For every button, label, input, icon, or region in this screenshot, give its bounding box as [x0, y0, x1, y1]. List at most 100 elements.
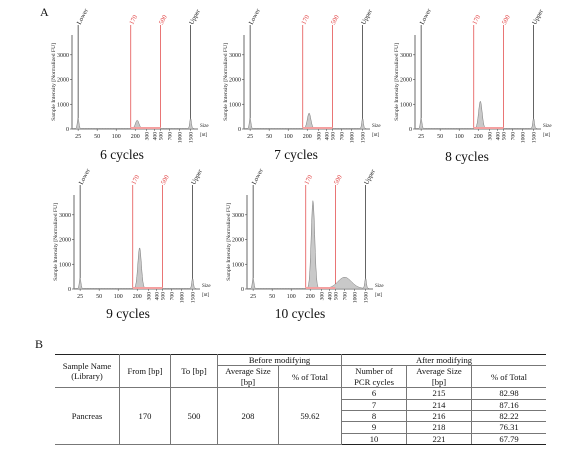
- marker-label: 500: [501, 14, 512, 26]
- table-header-row-1: Sample Name (Library) From [bp] To [bp] …: [55, 353, 546, 389]
- x-tick-label: 50: [96, 294, 102, 300]
- y-axis-label: Sample Intensity [Normalized FU]: [394, 43, 400, 121]
- x-tick-label: 1000: [520, 132, 526, 143]
- caption-8-cycles: 8 cycles: [445, 149, 489, 164]
- x-tick-label: 25: [75, 134, 81, 140]
- marker-label: Lower: [419, 7, 434, 26]
- x-unit-nt: [nt]: [200, 133, 208, 138]
- x-tick-label: 700: [170, 292, 176, 301]
- x-tick-label: 700: [511, 132, 517, 141]
- x-tick-label: 300: [144, 132, 150, 141]
- x-tick-label: 25: [418, 134, 424, 140]
- y-tick-label: 0: [66, 127, 69, 133]
- trace-area: [414, 100, 538, 130]
- x-tick-label: 100: [455, 134, 464, 140]
- x-unit-size: Size: [375, 284, 384, 289]
- x-tick-label: 200: [133, 294, 142, 300]
- x-tick-label: 50: [269, 294, 275, 300]
- marker-label: Lower: [76, 7, 91, 26]
- y-tick-label: 3000: [59, 213, 71, 219]
- header-pcr-line1: Number of: [355, 366, 393, 377]
- x-tick-label: 700: [340, 132, 346, 141]
- x-tick-label: 500: [501, 132, 507, 141]
- y-tick-label: 3000: [400, 53, 412, 59]
- y-tick-label: 2000: [59, 238, 71, 244]
- y-axis-label: Sample Intensity [Normalized FU]: [223, 43, 229, 121]
- table-row: 8 216 82.22: [55, 410, 546, 423]
- marker-label: Upper: [188, 8, 202, 26]
- marker-label: Upper: [363, 168, 377, 186]
- x-tick-label: 1000: [179, 292, 185, 303]
- x-tick-label: 300: [319, 292, 325, 301]
- cell-cycles: 6: [341, 387, 407, 400]
- marker-label: Lower: [78, 167, 93, 186]
- y-tick-label: 2000: [229, 78, 241, 84]
- table-row: Pancreas 170 500 208 59.62 6 215 82.98: [55, 387, 546, 446]
- x-unit-size: Size: [202, 284, 211, 289]
- table-row: 10 221 67.79: [55, 432, 546, 446]
- header-avg-size-before: Average Size [bp]: [217, 365, 279, 389]
- header-avg-after-line2: [bp]: [431, 376, 447, 387]
- cell-cycles: 10: [341, 432, 407, 446]
- cell-pct-after: 67.79: [471, 432, 546, 446]
- header-pcr-cycles: Number of PCR cycles: [341, 365, 407, 389]
- table-header-row-2: Average Size [bp] % of Total Number of P…: [55, 365, 546, 389]
- x-tick-label: 400: [154, 292, 160, 301]
- x-unit-nt: [nt]: [543, 133, 551, 138]
- cell-avg-after: 216: [406, 410, 472, 423]
- x-tick-label: 500: [330, 132, 336, 141]
- cell-pct-before: 59.62: [278, 387, 342, 446]
- y-tick-label: 1000: [59, 262, 71, 268]
- cell-from: 170: [119, 387, 171, 446]
- x-tick-label: 400: [327, 292, 333, 301]
- x-unit-nt: [nt]: [375, 293, 383, 298]
- header-avg-size-after: Average Size [bp]: [406, 365, 472, 389]
- x-tick-label: 1500: [191, 292, 197, 303]
- marker-label: Upper: [190, 168, 204, 186]
- y-tick-label: 1000: [400, 102, 412, 108]
- x-tick-label: 50: [437, 134, 443, 140]
- results-table: Sample Name (Library) From [bp] To [bp] …: [55, 353, 546, 446]
- marker-label: 500: [160, 174, 171, 186]
- panel-a-label: A: [40, 5, 49, 19]
- x-tick-label: 400: [324, 132, 330, 141]
- y-tick-label: 1000: [232, 262, 244, 268]
- x-tick-label: 1500: [364, 292, 370, 303]
- cell-avg-before: 208: [217, 387, 279, 446]
- x-unit-nt: [nt]: [202, 293, 210, 298]
- x-tick-label: 400: [152, 132, 158, 141]
- cell-pct-after: 76.31: [471, 421, 546, 434]
- header-sample-line2: (Library): [71, 371, 103, 382]
- cell-to: 500: [170, 387, 218, 446]
- y-tick-label: 3000: [229, 53, 241, 59]
- header-after-modifying: After modifying: [341, 353, 546, 367]
- y-tick-label: 2000: [400, 78, 412, 84]
- y-axis-label: Sample Intensity [Normalized FU]: [51, 43, 57, 121]
- x-tick-label: 500: [158, 132, 164, 141]
- x-tick-label: 200: [303, 134, 312, 140]
- y-tick-label: 1000: [229, 102, 241, 108]
- header-sample-line1: Sample Name: [62, 360, 112, 371]
- trace-area: [73, 247, 197, 290]
- caption-9-cycles: 9 cycles: [106, 306, 150, 321]
- x-unit-nt: [nt]: [372, 133, 380, 138]
- x-tick-label: 100: [284, 134, 293, 140]
- caption-10-cycles: 10 cycles: [274, 306, 326, 321]
- cell-pct-after: 82.98: [471, 387, 546, 400]
- x-tick-label: 100: [112, 134, 121, 140]
- y-tick-label: 0: [238, 127, 241, 133]
- y-tick-label: 1000: [57, 102, 69, 108]
- x-tick-label: 300: [316, 132, 322, 141]
- x-tick-label: 100: [287, 294, 296, 300]
- x-tick-label: 50: [266, 134, 272, 140]
- x-unit-size: Size: [372, 124, 381, 129]
- header-sample-name: Sample Name (Library): [55, 353, 120, 389]
- header-avg-after-line1: Average Size: [416, 366, 462, 377]
- x-tick-label: 700: [168, 132, 174, 141]
- x-tick-label: 1000: [349, 132, 355, 143]
- x-tick-label: 25: [77, 294, 83, 300]
- panel-b-label: B: [35, 337, 44, 351]
- cell-cycles: 8: [341, 410, 407, 423]
